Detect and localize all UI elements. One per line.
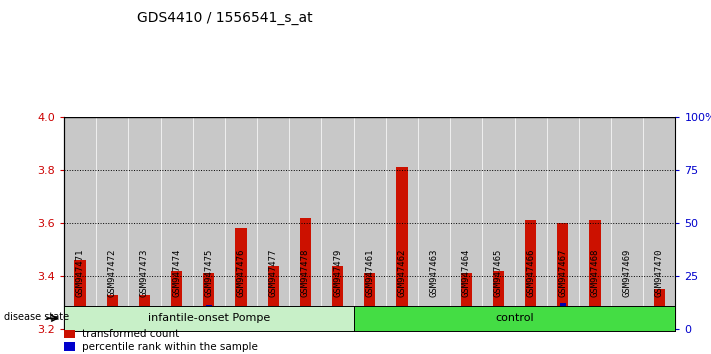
Bar bbox=[300, 218, 311, 329]
Bar bbox=[399, 316, 405, 329]
Bar bbox=[579, 117, 611, 329]
Bar bbox=[203, 274, 215, 329]
Bar bbox=[96, 117, 129, 329]
Text: GSM947478: GSM947478 bbox=[301, 249, 310, 297]
Bar bbox=[270, 316, 277, 329]
Bar bbox=[107, 295, 118, 329]
Text: GSM947468: GSM947468 bbox=[591, 249, 599, 297]
Bar bbox=[611, 117, 643, 329]
Text: GSM947467: GSM947467 bbox=[558, 249, 567, 297]
Bar bbox=[64, 117, 96, 329]
Bar bbox=[334, 321, 341, 329]
Bar bbox=[257, 117, 289, 329]
Bar bbox=[482, 117, 515, 329]
Bar bbox=[528, 316, 534, 329]
Bar bbox=[193, 117, 225, 329]
Bar bbox=[366, 316, 373, 329]
Text: percentile rank within the sample: percentile rank within the sample bbox=[82, 342, 257, 352]
Text: GSM947473: GSM947473 bbox=[140, 249, 149, 297]
Bar bbox=[496, 324, 502, 329]
Bar bbox=[225, 117, 257, 329]
Bar bbox=[129, 117, 161, 329]
Bar bbox=[64, 343, 75, 350]
Bar bbox=[560, 303, 566, 329]
Bar bbox=[205, 306, 212, 329]
Bar bbox=[267, 266, 279, 329]
Text: GSM947477: GSM947477 bbox=[269, 249, 278, 297]
Text: GSM947474: GSM947474 bbox=[172, 249, 181, 297]
Bar bbox=[109, 324, 115, 329]
Bar bbox=[332, 266, 343, 329]
Bar bbox=[653, 290, 665, 329]
Bar bbox=[386, 117, 418, 329]
Bar bbox=[75, 260, 86, 329]
Text: transformed count: transformed count bbox=[82, 330, 179, 339]
Bar bbox=[289, 117, 321, 329]
Bar bbox=[171, 271, 182, 329]
Text: GSM947465: GSM947465 bbox=[494, 249, 503, 297]
Bar bbox=[592, 316, 598, 329]
Bar bbox=[547, 117, 579, 329]
Text: disease state: disease state bbox=[4, 312, 69, 322]
Bar bbox=[450, 117, 482, 329]
Bar bbox=[525, 221, 536, 329]
Bar bbox=[589, 221, 601, 329]
Bar bbox=[621, 316, 633, 329]
Text: GSM947466: GSM947466 bbox=[526, 249, 535, 297]
Bar bbox=[364, 274, 375, 329]
Text: GSM947464: GSM947464 bbox=[461, 249, 471, 297]
Bar bbox=[237, 316, 244, 329]
Bar bbox=[235, 228, 247, 329]
Text: GSM947461: GSM947461 bbox=[365, 249, 374, 297]
Bar bbox=[173, 316, 180, 329]
Bar bbox=[418, 117, 450, 329]
Text: GSM947471: GSM947471 bbox=[75, 249, 85, 297]
Text: infantile-onset Pompe: infantile-onset Pompe bbox=[148, 313, 270, 323]
Text: GSM947476: GSM947476 bbox=[237, 249, 245, 297]
Text: GSM947463: GSM947463 bbox=[429, 249, 439, 297]
Text: GSM947469: GSM947469 bbox=[623, 249, 631, 297]
Bar bbox=[643, 117, 675, 329]
Bar bbox=[161, 117, 193, 329]
Bar bbox=[64, 330, 75, 338]
Bar bbox=[77, 316, 83, 329]
Bar bbox=[353, 117, 386, 329]
Bar bbox=[493, 271, 504, 329]
Bar bbox=[557, 223, 568, 329]
Text: control: control bbox=[496, 313, 534, 323]
Bar bbox=[463, 324, 469, 329]
Bar bbox=[141, 324, 148, 329]
Bar bbox=[624, 324, 631, 329]
Bar bbox=[139, 295, 150, 329]
Text: GSM947472: GSM947472 bbox=[108, 249, 117, 297]
Text: GSM947462: GSM947462 bbox=[397, 249, 407, 297]
Bar bbox=[461, 274, 472, 329]
Bar bbox=[321, 117, 353, 329]
Text: GSM947479: GSM947479 bbox=[333, 249, 342, 297]
Text: GDS4410 / 1556541_s_at: GDS4410 / 1556541_s_at bbox=[137, 11, 313, 25]
Bar bbox=[396, 167, 407, 329]
Bar bbox=[656, 324, 663, 329]
Bar bbox=[302, 316, 309, 329]
Bar bbox=[515, 117, 547, 329]
Text: GSM947470: GSM947470 bbox=[655, 249, 664, 297]
Text: GSM947475: GSM947475 bbox=[204, 249, 213, 297]
